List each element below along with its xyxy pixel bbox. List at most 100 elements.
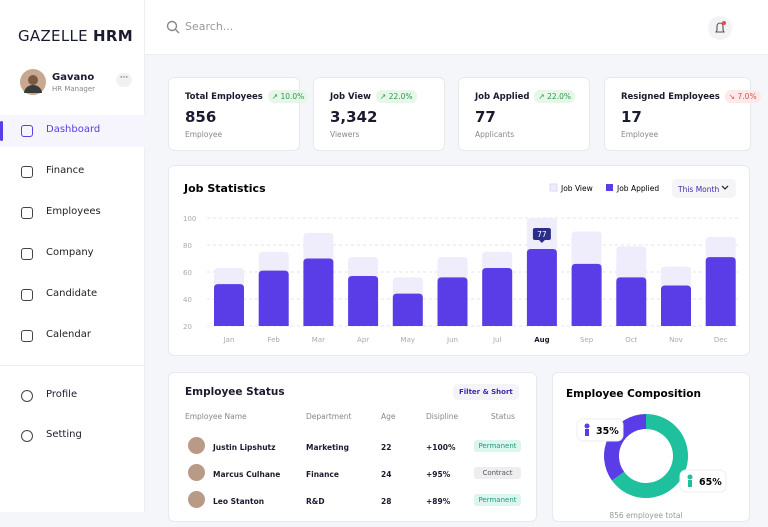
- nav-icon: [21, 166, 33, 178]
- value-label: 65%: [699, 477, 722, 488]
- change-badge: ↗ 10.0%: [267, 90, 309, 103]
- department: Finance: [306, 470, 339, 479]
- bar: [661, 285, 691, 326]
- employee-name: Marcus Culhane: [213, 470, 281, 479]
- nav-item[interactable]: Company: [46, 247, 94, 258]
- tooltip: [532, 228, 551, 241]
- section-title: Employee Status: [185, 386, 285, 398]
- department: Marketing: [306, 443, 349, 452]
- filter-button[interactable]: Filter & Short: [453, 384, 519, 400]
- nav-icon: [21, 125, 33, 137]
- nav-item[interactable]: Candidate: [46, 288, 98, 299]
- age: 22: [381, 443, 392, 452]
- department: R&D: [306, 497, 325, 506]
- bar: [571, 263, 602, 326]
- nav-item[interactable]: Calendar: [46, 329, 91, 340]
- chart-title: Employee Composition: [566, 388, 701, 400]
- y-tick-label: 40: [183, 296, 192, 304]
- bar: [258, 270, 289, 326]
- brand-bold: HRM: [93, 27, 133, 45]
- pie-chart: Employee Composition 35% 65% 856 employee t…: [566, 388, 727, 520]
- x-tick-label: Dec: [714, 336, 728, 344]
- bar: [526, 249, 557, 326]
- trend-icon: ↘: [728, 92, 738, 101]
- card-title: Job View: [330, 91, 372, 102]
- status-badge: Contract: [474, 467, 521, 479]
- nav-item[interactable]: Profile: [46, 389, 78, 400]
- status-badge: Permanent: [474, 494, 521, 506]
- user-menu[interactable]: ···: [116, 73, 132, 87]
- nav-item[interactable]: Employees: [46, 206, 101, 217]
- row-avatar: [188, 464, 205, 481]
- change-value: 22.0%: [547, 92, 571, 101]
- discipline: +100%: [426, 443, 456, 452]
- bar: [616, 277, 647, 326]
- x-tick-label: Nov: [669, 336, 683, 344]
- x-tick-label: May: [401, 336, 415, 344]
- column-header: Employee Name: [185, 412, 247, 421]
- discipline: +95%: [426, 470, 451, 479]
- y-tick-label: 20: [183, 323, 192, 331]
- legend-label: Job Applied: [616, 184, 659, 193]
- y-tick-label: 100: [183, 215, 196, 223]
- gender-icon-body: [585, 429, 589, 436]
- bar-chart: Job Statistics Job View Job Applied This Mo…: [183, 179, 741, 344]
- nav-item[interactable]: Dashboard: [46, 124, 101, 135]
- brand: GAZELLE: [18, 27, 88, 45]
- user-name: Gavano: [52, 72, 95, 83]
- employee-name: Leo Stanton: [213, 497, 265, 506]
- gender-icon-body: [688, 480, 692, 487]
- change-value: 7.0%: [737, 92, 757, 101]
- y-tick-label: 60: [183, 269, 192, 277]
- period-dropdown[interactable]: [672, 179, 736, 198]
- search-icon: [166, 20, 180, 34]
- change-badge: ↗ 22.0%: [376, 90, 417, 103]
- nav-icon: [21, 390, 33, 402]
- dropdown-caret: [721, 185, 729, 190]
- card-unit: Viewers: [330, 130, 360, 139]
- x-tick-label: Oct: [625, 336, 637, 344]
- gender-icon: [584, 423, 590, 429]
- x-tick-label: Mar: [312, 336, 325, 344]
- age: 24: [381, 470, 392, 479]
- card-value: 77: [475, 108, 496, 126]
- card-title: Total Employees: [185, 91, 263, 102]
- card-title: Job Applied: [475, 91, 530, 102]
- card-head: Job Applied ↗ 22.0%: [475, 90, 575, 103]
- nav-icon: [21, 430, 33, 442]
- row-avatar: [188, 437, 205, 454]
- x-tick-label: Apr: [357, 336, 369, 344]
- bar: [214, 284, 244, 326]
- legend-swatch: [549, 183, 558, 192]
- trend-icon: ↗: [380, 92, 389, 101]
- notification-button[interactable]: [707, 15, 733, 41]
- nav-item[interactable]: Setting: [46, 429, 82, 440]
- chart-title: Job Statistics: [183, 182, 266, 195]
- y-tick-label: 80: [183, 242, 192, 250]
- tooltip-value: 77: [537, 230, 547, 239]
- donut-slice: [612, 414, 688, 498]
- legend-label: Job View: [560, 184, 593, 193]
- period-label: This Month: [677, 185, 719, 194]
- row-avatar: [188, 491, 205, 508]
- bar: [482, 267, 513, 326]
- logo: GAZELLE HRM: [18, 27, 133, 45]
- card-unit: Employee: [621, 130, 659, 139]
- trend-icon: ↗: [271, 92, 281, 101]
- bar: [437, 277, 468, 326]
- column-header: Age: [381, 412, 396, 421]
- composition-card: Employee Composition 35% 65% 856 employee t…: [552, 372, 750, 522]
- search-input[interactable]: Search...: [185, 20, 234, 33]
- value-label: 35%: [596, 426, 619, 437]
- nav-item[interactable]: Finance: [46, 165, 85, 176]
- age: 28: [381, 497, 392, 506]
- avatar: [20, 69, 46, 95]
- x-tick-label: Aug: [534, 336, 549, 344]
- nav-icon: [21, 289, 33, 301]
- employee-name: Justin Lipshutz: [213, 443, 276, 452]
- change-badge: ↗ 22.0%: [534, 90, 575, 103]
- x-tick-label: Jul: [492, 336, 502, 344]
- status-badge: Permanent: [474, 440, 521, 452]
- nav-active-bg: [0, 115, 145, 147]
